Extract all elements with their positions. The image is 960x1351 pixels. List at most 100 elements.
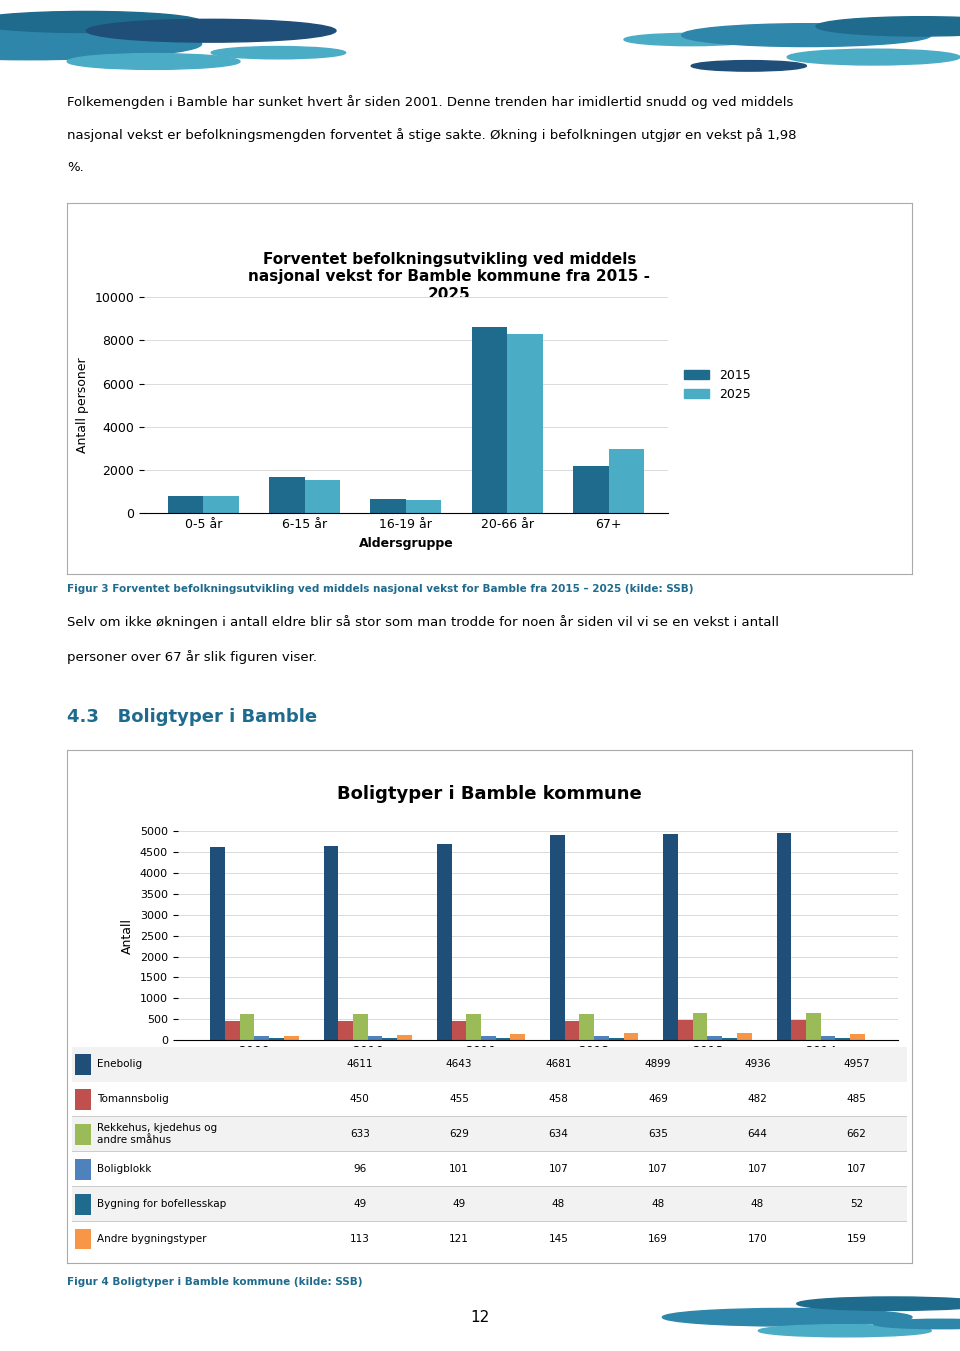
Circle shape bbox=[874, 1319, 960, 1329]
Bar bbox=[75, 1124, 91, 1144]
Bar bbox=[471, 327, 507, 513]
Bar bbox=[269, 1038, 284, 1040]
Circle shape bbox=[211, 46, 346, 59]
Circle shape bbox=[691, 61, 806, 72]
Text: Forventet befolkningsutvikling ved middels
nasjonal vekst for Bamble kommune fra: Forventet befolkningsutvikling ved midde… bbox=[249, 253, 650, 301]
Bar bbox=[72, 1117, 907, 1151]
Text: 49: 49 bbox=[353, 1200, 367, 1209]
Text: personer over 67 år slik figuren viser.: personer over 67 år slik figuren viser. bbox=[67, 650, 317, 665]
Bar bbox=[168, 496, 204, 513]
Text: 48: 48 bbox=[651, 1200, 664, 1209]
Text: 633: 633 bbox=[349, 1129, 370, 1139]
Text: 52: 52 bbox=[850, 1200, 863, 1209]
Bar bbox=[481, 1036, 495, 1040]
Circle shape bbox=[662, 1308, 912, 1327]
Bar bbox=[304, 480, 340, 513]
X-axis label: Aldersgruppe: Aldersgruppe bbox=[358, 536, 453, 550]
Bar bbox=[371, 500, 406, 513]
Bar bbox=[550, 835, 564, 1040]
Bar bbox=[225, 1021, 240, 1040]
Text: 121: 121 bbox=[449, 1233, 469, 1244]
Text: 48: 48 bbox=[552, 1200, 565, 1209]
Bar bbox=[406, 500, 442, 513]
Y-axis label: Antall personer: Antall personer bbox=[76, 358, 89, 453]
Bar bbox=[368, 1036, 382, 1040]
Text: 4899: 4899 bbox=[645, 1059, 671, 1070]
Bar bbox=[451, 1021, 467, 1040]
Text: 634: 634 bbox=[548, 1129, 568, 1139]
Bar bbox=[254, 1036, 269, 1040]
Bar bbox=[507, 334, 542, 513]
Bar bbox=[338, 1021, 353, 1040]
Text: Andre bygningstyper: Andre bygningstyper bbox=[97, 1233, 206, 1244]
Text: 96: 96 bbox=[353, 1165, 367, 1174]
Text: 662: 662 bbox=[847, 1129, 867, 1139]
Bar bbox=[806, 1012, 821, 1040]
Text: 485: 485 bbox=[847, 1094, 867, 1104]
Bar bbox=[835, 1038, 851, 1040]
Bar bbox=[284, 1035, 299, 1040]
Bar bbox=[777, 832, 791, 1040]
Text: 48: 48 bbox=[751, 1200, 764, 1209]
Bar bbox=[324, 846, 338, 1040]
Text: Figur 3 Forventet befolkningsutvikling ved middels nasjonal vekst for Bamble fra: Figur 3 Forventet befolkningsutvikling v… bbox=[67, 584, 694, 594]
Bar bbox=[609, 1039, 624, 1040]
Text: 629: 629 bbox=[449, 1129, 469, 1139]
Text: 4611: 4611 bbox=[347, 1059, 373, 1070]
Text: Boligblokk: Boligblokk bbox=[97, 1165, 152, 1174]
Text: Tomannsbolig: Tomannsbolig bbox=[97, 1094, 169, 1104]
Bar bbox=[573, 466, 609, 513]
Text: 107: 107 bbox=[548, 1165, 568, 1174]
Bar bbox=[75, 1159, 91, 1179]
Bar bbox=[75, 1054, 91, 1075]
Text: 644: 644 bbox=[747, 1129, 767, 1139]
Bar bbox=[821, 1036, 835, 1040]
Bar bbox=[72, 1047, 907, 1082]
Circle shape bbox=[797, 1297, 960, 1310]
Circle shape bbox=[624, 34, 758, 46]
Bar bbox=[791, 1020, 806, 1040]
Bar bbox=[210, 847, 225, 1040]
Text: Rekkehus, kjedehus og
andre småhus: Rekkehus, kjedehus og andre småhus bbox=[97, 1124, 217, 1146]
Text: 107: 107 bbox=[748, 1165, 767, 1174]
Text: 169: 169 bbox=[648, 1233, 668, 1244]
Circle shape bbox=[758, 1324, 931, 1337]
Text: 101: 101 bbox=[449, 1165, 469, 1174]
Text: 4681: 4681 bbox=[545, 1059, 572, 1070]
Text: 455: 455 bbox=[449, 1094, 469, 1104]
Text: 4936: 4936 bbox=[744, 1059, 771, 1070]
Text: 107: 107 bbox=[648, 1165, 668, 1174]
Bar bbox=[511, 1035, 525, 1040]
Bar bbox=[75, 1089, 91, 1111]
Bar bbox=[467, 1013, 481, 1040]
Text: 4643: 4643 bbox=[445, 1059, 472, 1070]
Text: 159: 159 bbox=[847, 1233, 867, 1244]
Text: 49: 49 bbox=[452, 1200, 466, 1209]
Text: Boligtyper i Bamble kommune: Boligtyper i Bamble kommune bbox=[337, 785, 642, 802]
Bar bbox=[204, 496, 239, 513]
Text: Figur 4 Boligtyper i Bamble kommune (kilde: SSB): Figur 4 Boligtyper i Bamble kommune (kil… bbox=[67, 1277, 363, 1288]
Text: 107: 107 bbox=[847, 1165, 867, 1174]
Circle shape bbox=[86, 19, 336, 42]
Bar bbox=[580, 1013, 594, 1040]
Circle shape bbox=[67, 54, 240, 69]
Text: 482: 482 bbox=[747, 1094, 767, 1104]
Bar bbox=[75, 1194, 91, 1215]
Bar bbox=[397, 1035, 412, 1040]
Bar bbox=[624, 1034, 638, 1040]
Bar bbox=[240, 1013, 254, 1040]
Text: 113: 113 bbox=[349, 1233, 370, 1244]
Text: 170: 170 bbox=[748, 1233, 767, 1244]
Text: 4.3   Boligtyper i Bamble: 4.3 Boligtyper i Bamble bbox=[67, 708, 318, 727]
Bar bbox=[663, 834, 678, 1040]
Text: Selv om ikke økningen i antall eldre blir så stor som man trodde for noen år sid: Selv om ikke økningen i antall eldre bli… bbox=[67, 615, 780, 628]
Bar bbox=[678, 1020, 693, 1040]
Bar bbox=[722, 1039, 737, 1040]
Text: nasjonal vekst er befolkningsmengden forventet å stige sakte. Økning i befolknin: nasjonal vekst er befolkningsmengden for… bbox=[67, 128, 797, 142]
Text: 469: 469 bbox=[648, 1094, 668, 1104]
Text: Enebolig: Enebolig bbox=[97, 1059, 142, 1070]
Text: 450: 450 bbox=[349, 1094, 370, 1104]
Bar bbox=[564, 1020, 580, 1040]
Y-axis label: Antall: Antall bbox=[121, 917, 134, 954]
Bar bbox=[594, 1036, 609, 1040]
